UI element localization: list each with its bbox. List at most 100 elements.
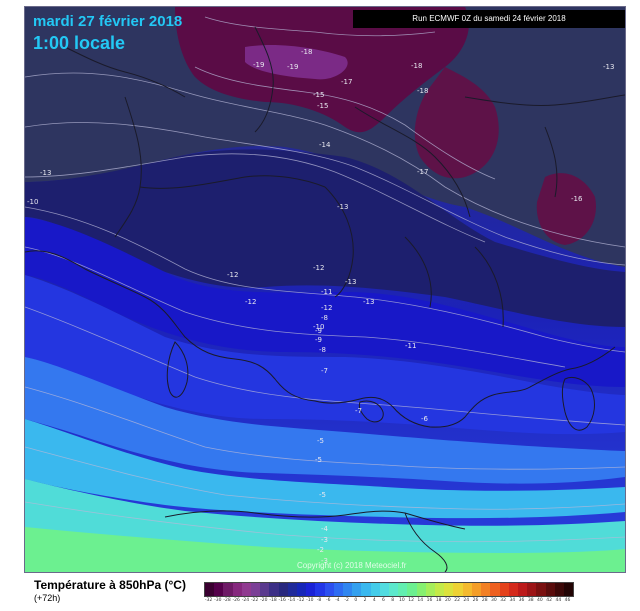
color-scale-tick: 18: [435, 598, 442, 603]
color-swatch: [527, 583, 537, 596]
color-scale-tick: 40: [537, 598, 543, 603]
contour-label: -10: [27, 198, 38, 206]
color-scale-tick: 2: [363, 598, 367, 603]
color-swatch: [444, 583, 454, 596]
color-swatch: [379, 583, 390, 596]
color-scale-tick: 4: [372, 598, 376, 603]
color-swatch: [352, 583, 362, 596]
color-scale-tick: -12: [296, 598, 305, 603]
color-scale-tick: 30: [491, 598, 497, 603]
isotherms: [25, 16, 625, 543]
color-scale-tick: 24: [463, 598, 470, 603]
color-scale-tick: 36: [518, 598, 525, 603]
contour-label: -2: [317, 546, 324, 554]
color-scale-tick: 0: [354, 598, 358, 603]
color-swatch: [536, 583, 546, 596]
color-scale-tick: -16: [278, 598, 286, 603]
contour-label: -12: [245, 298, 256, 306]
color-scale-tick: -2: [344, 598, 349, 603]
map-graphic: -19 -19 -18 -18 -18 -17 -15 -15 -13 -14 …: [25, 7, 625, 572]
contour-label: -11: [405, 342, 416, 350]
color-swatch: [416, 583, 426, 596]
contour-label: -13: [363, 298, 374, 306]
color-scale-tick: 46: [564, 598, 571, 603]
contour-label: -8: [319, 346, 326, 354]
color-swatch: [223, 583, 233, 596]
color-scale-tick: 26: [472, 598, 479, 603]
contour-label: -3: [321, 557, 328, 565]
color-swatch: [471, 583, 482, 596]
contour-label: -16: [571, 195, 583, 203]
color-swatch: [435, 583, 445, 596]
color-scale-tick: -28: [223, 598, 231, 603]
contour-label: -13: [40, 169, 51, 177]
color-swatch: [389, 583, 399, 596]
band-blue: [25, 275, 625, 435]
contour-label: -5: [319, 491, 326, 499]
band-cyan: [25, 419, 625, 519]
color-scale-ticks: -32 -30 -28 -26 -24 -22 -20 -18 -16 -14 -12 -10 -8 -6…: [204, 598, 572, 608]
color-scale-tick: -32: [204, 598, 213, 603]
contour-label: -19: [287, 63, 298, 71]
color-swatch: [214, 583, 224, 596]
color-scale-tick: -24: [241, 598, 250, 603]
color-swatch: [287, 583, 298, 596]
color-scale-tick: -18: [269, 598, 277, 603]
color-swatch: [315, 583, 325, 596]
band-lightblue: [25, 357, 625, 484]
color-scale-tick: -14: [287, 598, 296, 603]
contour-label: -19: [253, 61, 264, 69]
warm-core-purple: [245, 45, 348, 80]
contour-label-group: -19 -19 -18 -18 -18 -17 -15 -15 -13 -14 …: [27, 48, 614, 565]
contour-label: -13: [345, 278, 356, 286]
color-swatch: [370, 583, 380, 596]
copyright: Copyright (c) 2018 Meteociel.fr: [297, 561, 407, 570]
band-slate: [25, 7, 625, 267]
coastlines: [25, 26, 625, 572]
color-scale-tick: -6: [325, 598, 331, 603]
band-core: [25, 217, 625, 387]
contour-label: -12: [227, 271, 238, 279]
contour-label: -9: [315, 336, 322, 344]
contour-label: -17: [417, 168, 428, 176]
contour-label: -8: [321, 314, 328, 322]
contour-label: -5: [317, 437, 324, 445]
contour-label: -9: [315, 327, 322, 335]
color-scale-tick: 38: [527, 598, 534, 603]
color-swatch: [269, 583, 279, 596]
color-swatch: [324, 583, 334, 596]
warm-mass-se: [536, 173, 596, 245]
contour-label: -17: [341, 78, 352, 86]
contour-label: -7: [355, 407, 362, 415]
color-scale-tick: 12: [408, 598, 414, 603]
color-scale-tick: 32: [500, 598, 506, 603]
contour-label: -11: [321, 288, 332, 296]
color-scale-tick: 6: [382, 598, 385, 603]
color-scale-tick: 20: [445, 598, 451, 603]
warm-mass-east: [414, 67, 499, 179]
color-scale-tick: -8: [316, 598, 322, 603]
run-info-box: Run ECMWF 0Z du samedi 24 février 2018: [353, 10, 625, 28]
color-swatch: [407, 583, 417, 596]
contour-label: -15: [317, 102, 328, 110]
color-swatch: [481, 583, 491, 596]
color-swatch: [333, 583, 344, 596]
contour-label: -5: [315, 456, 322, 464]
color-scale-tick: 16: [426, 598, 433, 603]
color-scale-tick: 42: [546, 598, 552, 603]
contour-label: -18: [417, 87, 428, 95]
contour-label: -6: [421, 415, 429, 423]
color-scale-tick: -4: [335, 598, 340, 603]
band-green: [25, 527, 625, 572]
contour-label: -12: [313, 264, 324, 272]
color-scale-tick: -20: [260, 598, 268, 603]
forecast-date: mardi 27 février 2018: [33, 13, 183, 30]
contour-label: -18: [411, 62, 422, 70]
color-swatch: [490, 583, 500, 596]
color-scale-tick: 8: [391, 598, 395, 603]
color-scale-tick: -10: [306, 598, 314, 603]
color-swatch: [398, 583, 408, 596]
color-swatch: [545, 583, 555, 596]
color-scale-tick: 44: [555, 598, 562, 603]
contour-label: -13: [337, 203, 348, 211]
